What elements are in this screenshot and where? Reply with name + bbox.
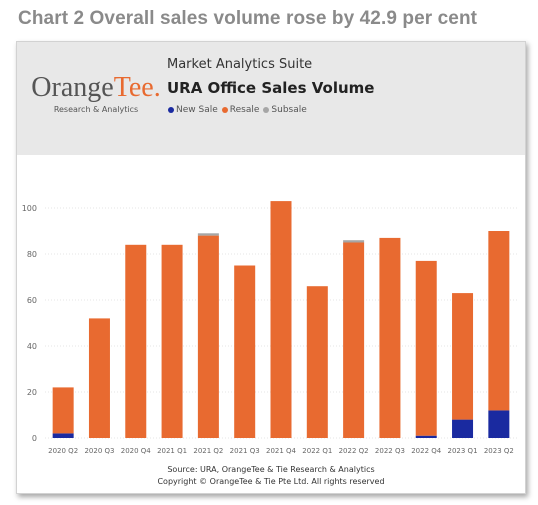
source-note: Source: URA, OrangeTee & Tie Research & … [167, 465, 375, 474]
bar-segment [52, 433, 74, 438]
x-tick-label: 2020 Q2 [48, 447, 78, 455]
bar-segment [452, 419, 474, 438]
legend-label: Resale [229, 105, 260, 115]
y-tick-label: 100 [22, 204, 37, 213]
y-tick-label: 60 [27, 296, 37, 305]
bar-segment [197, 233, 219, 236]
bar-segment [488, 410, 510, 438]
bar-segment [52, 387, 74, 434]
legend-label: New Sale [176, 105, 218, 115]
x-tick-label: 2022 Q2 [339, 447, 369, 455]
legend-dot [221, 107, 228, 113]
y-tick-label: 80 [27, 250, 37, 259]
x-tick-label: 2020 Q4 [121, 447, 152, 455]
legend-dot [168, 107, 174, 113]
bar-segment [270, 201, 292, 438]
bar-segment [488, 231, 510, 411]
logo-word-main: Orange [31, 72, 114, 103]
bar-segment [88, 318, 110, 438]
x-tick-label: 2021 Q4 [266, 447, 297, 455]
report-frame: OrangeTee. Research & Analytics Market A… [16, 41, 526, 494]
x-tick-label: 2020 Q3 [84, 447, 114, 455]
copyright-note: Copyright © OrangeTee & Tie Pte Ltd. All… [157, 477, 385, 486]
x-tick-label: 2022 Q3 [375, 447, 405, 455]
x-tick-label: 2022 Q4 [411, 447, 442, 455]
legend-dot [263, 107, 270, 113]
bar-segment [161, 244, 183, 438]
x-tick-label: 2021 Q1 [157, 447, 187, 455]
bar-segment [452, 293, 474, 420]
suite-name: Market Analytics Suite [167, 57, 313, 72]
y-tick-label: 0 [32, 434, 37, 443]
y-tick-label: 40 [27, 342, 37, 351]
bar-segment [125, 244, 147, 438]
x-tick-label: 2021 Q2 [193, 447, 223, 455]
chart-title: URA Office Sales Volume [167, 79, 375, 97]
bar-segment [379, 237, 401, 438]
bar-segment [306, 286, 328, 438]
legend-item-subsale: Subsale [263, 105, 307, 115]
chart-heading: Chart 2 Overall sales volume rose by 42.… [18, 8, 478, 29]
x-tick-label: 2023 Q1 [448, 447, 478, 455]
bar-segment [234, 265, 256, 438]
bar-segment [415, 260, 437, 436]
orangetee-logo: OrangeTee. Research & Analytics [31, 73, 161, 121]
bar-segment [415, 435, 437, 438]
legend-item-resale: Resale [221, 105, 260, 115]
legend-item-new-sale: New Sale [168, 105, 218, 115]
y-tick-label: 20 [27, 388, 37, 397]
bar-segment [197, 235, 219, 438]
x-tick-label: 2023 Q2 [484, 447, 514, 455]
logo-word-accent: Tee. [113, 72, 161, 103]
bar-chart: 0 20 40 60 80 100 2020 Q2 2020 Q3 2020 Q4 2021 Q1… [22, 201, 517, 455]
legend-label: Subsale [271, 105, 307, 115]
chart-legend: New Sale Resale Subsale [168, 105, 307, 115]
bar-segment [343, 240, 365, 243]
x-tick-label: 2021 Q3 [230, 447, 260, 455]
bar-segment [343, 242, 365, 438]
x-tick-label: 2022 Q1 [302, 447, 332, 455]
logo-wordmark: OrangeTee. [31, 73, 161, 103]
logo-subtitle: Research & Analytics [53, 105, 139, 114]
report-banner: OrangeTee. Research & Analytics Market A… [17, 42, 525, 155]
